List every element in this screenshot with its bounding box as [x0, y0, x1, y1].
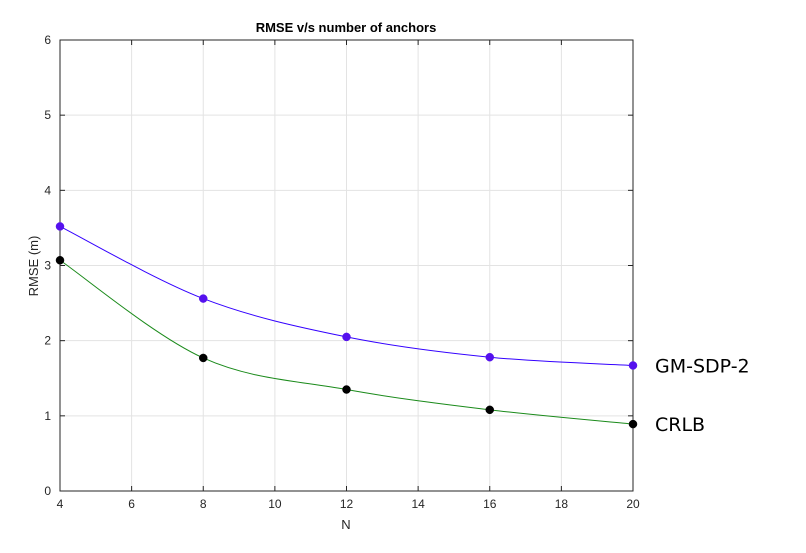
data-point-crlb	[199, 353, 208, 363]
grid	[59, 39, 634, 492]
series-label-gm-sdp-2: GM-SDP-2	[655, 355, 750, 377]
x-tick-label: 14	[411, 497, 425, 511]
y-tick-label: 2	[44, 334, 51, 348]
y-tick-label: 6	[44, 33, 51, 47]
y-tick-label: 0	[44, 484, 51, 498]
series-markers	[55, 222, 638, 429]
x-tick-label: 10	[268, 497, 282, 511]
data-point-crlb	[342, 385, 351, 394]
x-tick-label: 6	[128, 497, 135, 511]
ticks	[59, 39, 634, 492]
x-tick-label: 12	[340, 497, 354, 511]
y-tick-label: 3	[44, 259, 51, 273]
x-tick-label: 4	[57, 497, 64, 511]
y-tick-label: 5	[44, 108, 51, 122]
x-tick-label: 16	[483, 497, 497, 511]
data-point-crlb	[55, 255, 65, 265]
series-labels: GM-SDP-2 CRLB	[655, 355, 750, 436]
y-tick-label: 1	[44, 409, 51, 423]
data-point-gm-sdp-2	[342, 332, 351, 342]
series-label-crlb: CRLB	[655, 414, 705, 436]
data-point-gm-sdp-2	[628, 361, 638, 370]
data-point-gm-sdp-2	[485, 352, 494, 362]
y-axis-label: RMSE (m)	[26, 236, 41, 297]
x-axis-label: N	[341, 517, 350, 532]
y-tick-label: 4	[44, 183, 51, 197]
data-point-gm-sdp-2	[199, 294, 208, 303]
x-tick-label: 18	[555, 497, 569, 511]
data-point-crlb	[628, 419, 638, 429]
x-tick-label: 8	[200, 497, 207, 511]
x-tick-label: 20	[626, 497, 640, 511]
chart-title: RMSE v/s number of anchors	[256, 20, 437, 35]
data-point-crlb	[485, 405, 494, 415]
data-point-gm-sdp-2	[55, 222, 65, 231]
